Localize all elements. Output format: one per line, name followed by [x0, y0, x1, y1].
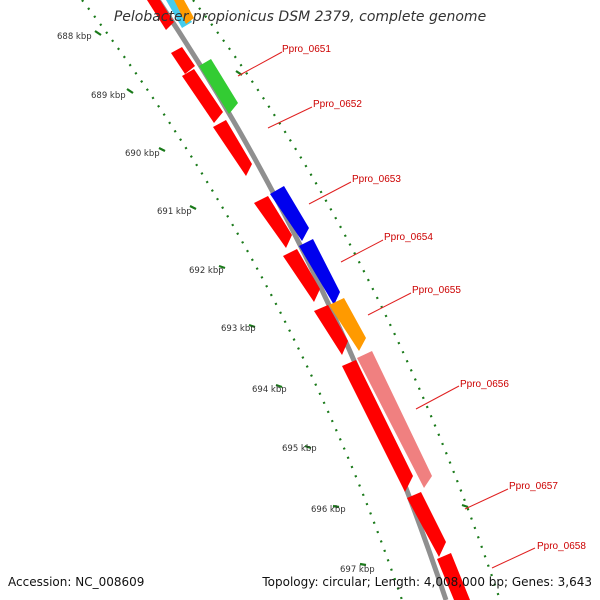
gene-label[interactable]: Ppro_0654: [384, 232, 433, 243]
tick-label: 697 kbp: [340, 565, 375, 575]
gene-arrow-orange: [329, 298, 366, 351]
tick-label: 695 kbp: [282, 444, 317, 454]
gene-label[interactable]: Ppro_0657: [509, 481, 558, 492]
gene-arrow: [437, 553, 470, 600]
gene-arrow: [342, 360, 413, 492]
gene-arrow-pink: [357, 351, 432, 488]
gene-label[interactable]: Ppro_0651: [282, 44, 331, 55]
tick-label: 696 kbp: [311, 505, 346, 515]
tick-label: 690 kbp: [125, 149, 160, 159]
gene-arrow-green: [199, 59, 238, 114]
gene-arrow: [314, 305, 348, 355]
leader-lines: [237, 51, 536, 569]
gene-label[interactable]: Ppro_0652: [313, 99, 362, 110]
gene-arrow: [407, 492, 446, 557]
gene-label[interactable]: Ppro_0658: [537, 541, 586, 552]
gene-arrow: [171, 47, 195, 74]
gene-arrow: [182, 69, 223, 123]
tick-marks: [94, 30, 469, 567]
gene-label[interactable]: Ppro_0656: [460, 379, 509, 390]
genome-title: Pelobacter propionicus DSM 2379, complet…: [113, 9, 487, 25]
tick-label: 688 kbp: [57, 32, 92, 42]
gene-label[interactable]: Ppro_0655: [412, 285, 461, 296]
genome-summary-text: Topology: circular; Length: 4,008,000 bp…: [262, 575, 592, 589]
gene-arrow: [213, 120, 252, 176]
gene-arrow-blue: [299, 239, 340, 305]
gene-arrow-orange: [174, 0, 194, 24]
tick-label: 692 kbp: [189, 266, 224, 276]
accession-text: Accession: NC_008609: [8, 575, 145, 589]
inner-track-genes: [147, 0, 470, 600]
outer-track-genes: [166, 0, 432, 488]
gene-arrow: [254, 196, 292, 248]
gene-label[interactable]: Ppro_0653: [352, 174, 401, 185]
gene-arrow-blue: [270, 186, 309, 241]
gene-arrow: [283, 249, 320, 302]
inner-dotted-ring: [192, 0, 502, 600]
gene-arrow: [147, 0, 174, 30]
tick-label: 691 kbp: [157, 207, 192, 217]
tick-label: 694 kbp: [252, 385, 287, 395]
tick-label: 689 kbp: [91, 91, 126, 101]
tick-label: 693 kbp: [221, 324, 256, 334]
